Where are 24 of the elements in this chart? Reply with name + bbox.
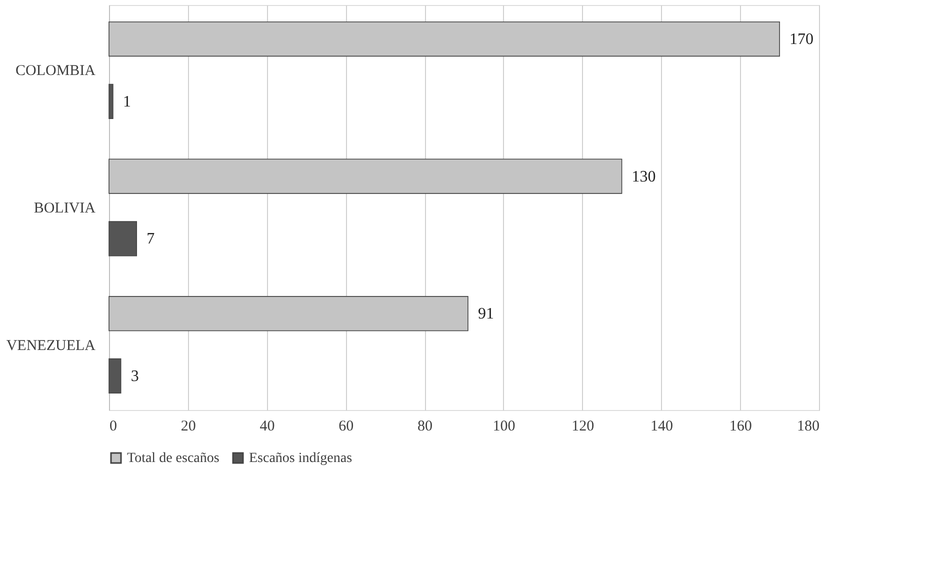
data-label: 3 bbox=[130, 368, 139, 385]
data-label: 170 bbox=[790, 31, 814, 48]
x-tick-label: 60 bbox=[338, 418, 354, 434]
x-tick-label: 120 bbox=[572, 418, 594, 434]
legend-label: Total de escaños bbox=[127, 451, 220, 466]
bar bbox=[108, 84, 114, 119]
x-tick-label: 160 bbox=[729, 418, 752, 434]
x-tick-label: 20 bbox=[180, 418, 196, 434]
x-tick-label: 100 bbox=[492, 418, 516, 434]
bar bbox=[108, 358, 122, 394]
x-tick-label: 80 bbox=[418, 418, 433, 434]
bar bbox=[108, 221, 138, 256]
x-tick-label: 0 bbox=[110, 418, 117, 434]
data-label: 91 bbox=[478, 306, 494, 323]
data-label: 130 bbox=[632, 168, 656, 186]
y-tick-label: BOLIVIA bbox=[34, 200, 96, 216]
legend-label: Escaños indígenas bbox=[249, 451, 352, 466]
data-label: 7 bbox=[146, 230, 155, 248]
data-label: 1 bbox=[122, 93, 131, 110]
x-tick-label: 140 bbox=[650, 418, 673, 434]
y-tick-label: VENEZUELA bbox=[6, 338, 96, 354]
y-tick-label: COLOMBIA bbox=[15, 63, 96, 80]
x-tick-label: 40 bbox=[260, 418, 275, 434]
x-tick-label: 180 bbox=[797, 418, 820, 434]
